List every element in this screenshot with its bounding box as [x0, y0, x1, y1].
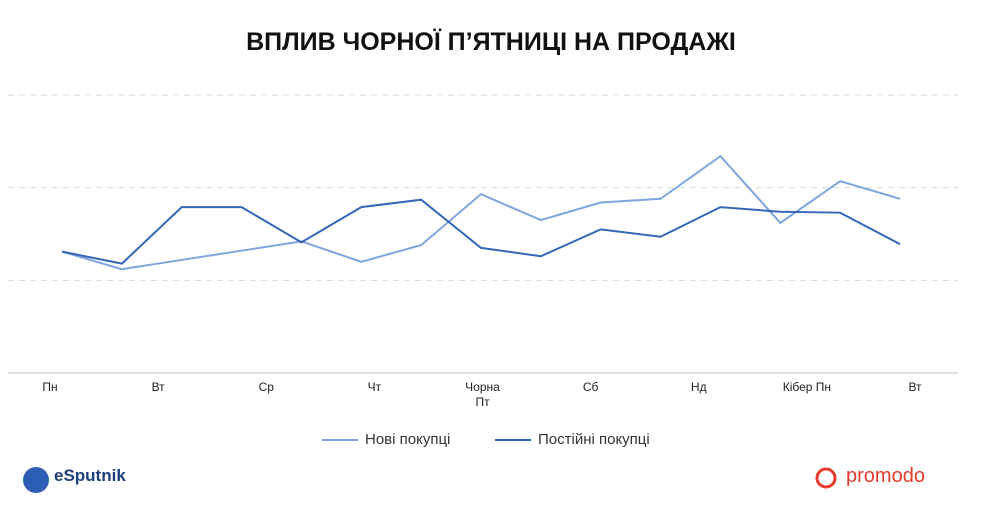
logo-right: promodo	[846, 465, 925, 487]
series-line	[61, 198, 901, 265]
series-line	[61, 154, 901, 271]
chart-title: ВПЛИВ ЧОРНОЇ П’ЯТНИЦІ НА ПРОДАЖІ	[246, 28, 736, 56]
logo-left: eSputnik	[54, 466, 126, 485]
logo-icon	[815, 467, 837, 489]
x-tick-label: Вт	[151, 380, 165, 394]
logo-icon	[23, 467, 49, 493]
legend-label: Постійні покупці	[538, 431, 650, 448]
x-tick-label: Чорна Пт	[465, 380, 500, 409]
x-tick-label: Чт	[367, 380, 382, 394]
x-tick-label: Сб	[582, 380, 599, 394]
x-tick-label: Вт	[908, 380, 922, 394]
x-tick-label: Кібер Пн	[782, 380, 832, 394]
x-tick-label: Ср	[258, 380, 274, 394]
legend-label: Нові покупці	[365, 431, 451, 448]
x-tick-label: Пн	[42, 380, 58, 394]
x-tick-label: Нд	[690, 380, 707, 394]
